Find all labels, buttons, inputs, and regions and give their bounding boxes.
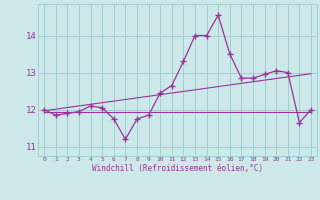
X-axis label: Windchill (Refroidissement éolien,°C): Windchill (Refroidissement éolien,°C)	[92, 164, 263, 173]
